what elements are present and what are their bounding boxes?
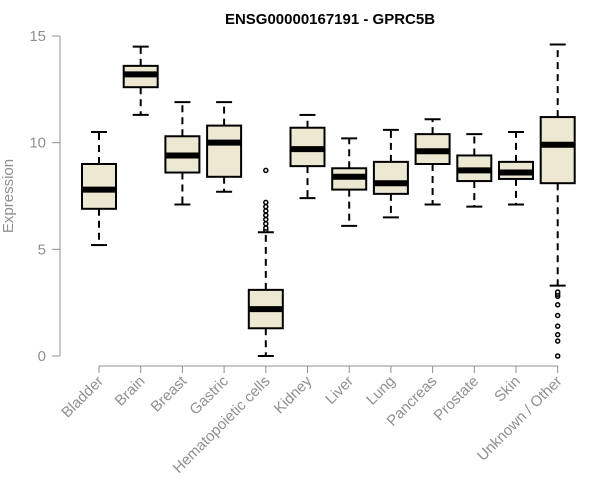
y-tick-label: 0 [38,348,46,365]
x-tick-label: Skin [491,373,524,406]
x-tick-label: Prostate [431,373,483,425]
x-tick-label: Liver [322,373,357,408]
x-tick-label: Lung [363,373,399,409]
iqr-box [372,160,409,195]
box-skin [498,131,534,206]
x-tick-label: Brain [112,373,149,410]
x-tick-label: Kidney [271,372,316,417]
outlier-point [263,208,269,214]
outlier-point [554,338,561,344]
box-gastric [206,101,243,193]
outlier-point [263,212,269,218]
chart-title: ENSG00000167191 - GPRC5B [225,11,435,28]
outlier-point [263,225,269,231]
box-bladder [81,131,117,247]
outlier-point [554,323,561,329]
outlier-point [554,302,561,308]
box-group [81,43,576,359]
y-axis: 0 5 10 15 [29,28,61,365]
box-liver [331,137,368,227]
iqr-box [81,163,117,210]
outlier-point [263,167,269,174]
y-tick-label: 5 [38,241,46,258]
x-tick-label: Bladder [58,373,107,422]
iqr-box [539,116,576,185]
x-tick-label: Breast [148,372,191,415]
outlier-point [554,312,561,319]
y-tick-label: 15 [29,28,46,45]
iqr-box [206,124,243,178]
outlier-point [263,199,269,206]
box-breast [164,101,201,206]
box-lung [372,128,409,219]
box-hematopoietic-cells [247,167,284,357]
box-prostate [456,133,493,208]
y-axis-label: Expression [0,159,17,233]
y-tick-label: 10 [29,135,46,152]
outlier-point [554,289,561,295]
box-brain [122,45,159,116]
outlier-point [263,216,269,223]
box-kidney [289,113,326,200]
box-unknown-other [539,43,576,359]
box-pancreas [414,118,451,206]
outlier-point [554,353,561,359]
outlier-point [263,220,269,227]
outlier-point [554,331,561,338]
outlier-point [263,203,269,210]
